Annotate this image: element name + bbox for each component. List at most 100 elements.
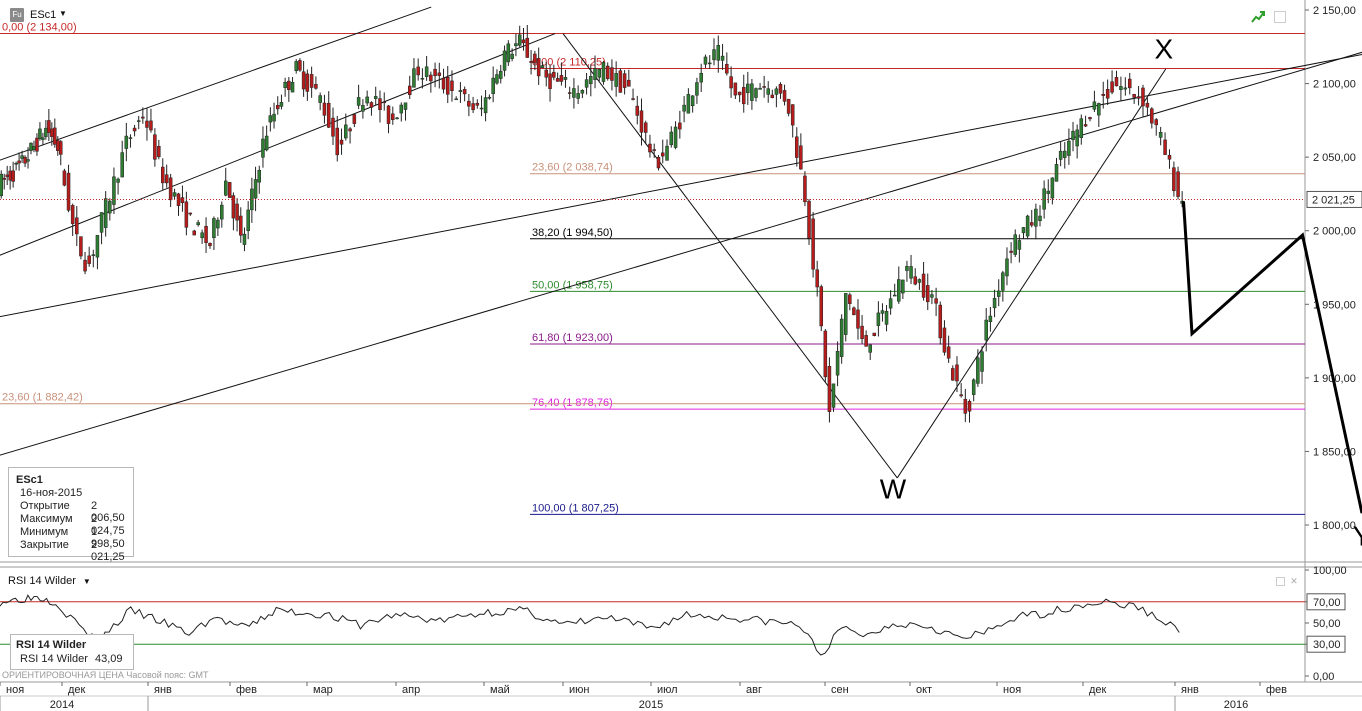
candle-body bbox=[373, 96, 378, 99]
candle-body bbox=[14, 162, 18, 165]
candle-body bbox=[614, 73, 618, 87]
candle-body bbox=[648, 143, 652, 153]
candle-body bbox=[216, 219, 220, 229]
candle-body bbox=[382, 101, 387, 104]
candle-body bbox=[32, 146, 36, 150]
candle-body bbox=[502, 50, 507, 71]
candle-body bbox=[136, 120, 141, 122]
candle-body bbox=[257, 169, 262, 183]
candle-body bbox=[391, 113, 395, 120]
candle-body bbox=[536, 58, 541, 77]
candle-body bbox=[754, 88, 758, 98]
fib-level-label: 100,00 (1 807,25) bbox=[532, 502, 619, 514]
candle-body bbox=[23, 156, 27, 164]
info-row-label: Минимум bbox=[20, 526, 69, 538]
candle-body bbox=[725, 63, 729, 74]
symbol-type-icon: Fu bbox=[10, 8, 24, 22]
candle-body bbox=[635, 105, 640, 116]
candle-body bbox=[437, 72, 442, 76]
candle-body bbox=[782, 90, 787, 102]
candle-body bbox=[795, 136, 799, 158]
candle-body bbox=[610, 67, 614, 81]
growth-icon[interactable] bbox=[1251, 10, 1265, 24]
candle-body bbox=[420, 77, 425, 80]
candle-body bbox=[716, 45, 721, 61]
candle-body bbox=[1105, 89, 1110, 99]
year-label: 2016 bbox=[1224, 699, 1248, 711]
rsi-panel-title[interactable]: RSI 14 Wilder ▼ bbox=[8, 575, 91, 587]
rsi-window-icon[interactable] bbox=[1276, 577, 1285, 586]
rsi-close-icon[interactable]: ✕ bbox=[1290, 576, 1298, 586]
candle-body bbox=[403, 102, 408, 110]
candle-body bbox=[682, 104, 686, 112]
candle-body bbox=[529, 61, 533, 63]
window-icon[interactable] bbox=[1274, 11, 1286, 23]
candle-body bbox=[188, 212, 193, 215]
candle-body bbox=[656, 157, 661, 169]
x-tick-label: июн bbox=[569, 684, 589, 696]
y-tick-label: 2 150,00 bbox=[1313, 5, 1356, 17]
y-tick-label: 2 000,00 bbox=[1313, 226, 1356, 238]
candle-body bbox=[678, 122, 682, 130]
candle-body bbox=[378, 98, 382, 110]
candle-body bbox=[399, 104, 404, 114]
candle-body bbox=[498, 70, 503, 79]
candle-body bbox=[811, 218, 815, 270]
candle-body bbox=[741, 87, 746, 105]
candle-body bbox=[1158, 132, 1163, 138]
candle-body bbox=[62, 170, 67, 186]
candle-body bbox=[872, 332, 877, 337]
candle-body bbox=[517, 34, 522, 46]
candle-body bbox=[533, 53, 537, 64]
y-tick-label: 1 850,00 bbox=[1313, 446, 1356, 458]
candle-body bbox=[1005, 258, 1009, 277]
candle-body bbox=[479, 107, 484, 110]
candle-body bbox=[580, 90, 585, 94]
candle-body bbox=[331, 117, 335, 137]
wave-label-y: Y bbox=[1353, 521, 1362, 552]
candle-body bbox=[56, 140, 60, 151]
candle-body bbox=[827, 366, 832, 412]
candle-body bbox=[627, 79, 631, 87]
candle-body bbox=[622, 73, 627, 88]
wave-label-w: W bbox=[880, 474, 907, 505]
candle-body bbox=[1145, 102, 1150, 108]
info-row-value: 2 021,25 bbox=[91, 539, 125, 563]
trendline bbox=[0, 33, 556, 256]
candle-body bbox=[17, 160, 21, 164]
candle-body bbox=[309, 74, 314, 88]
candle-body bbox=[1075, 129, 1079, 147]
candle-body bbox=[589, 76, 593, 85]
candle-body bbox=[848, 294, 852, 304]
candle-body bbox=[99, 212, 104, 233]
rsi-y-tick-label: 30,00 bbox=[1313, 639, 1341, 651]
candle-body bbox=[26, 159, 30, 162]
candle-body bbox=[204, 225, 208, 243]
candle-body bbox=[467, 100, 471, 107]
candle-body bbox=[279, 102, 284, 107]
candle-body bbox=[164, 174, 169, 184]
candle-body bbox=[1025, 215, 1030, 237]
symbol-dropdown-icon[interactable]: ▼ bbox=[59, 9, 67, 18]
candle-body bbox=[778, 84, 783, 94]
candle-body bbox=[475, 102, 480, 106]
y-tick-label: 1 950,00 bbox=[1313, 299, 1356, 311]
candle-body bbox=[1058, 150, 1063, 160]
candle-body bbox=[294, 61, 298, 72]
candle-body bbox=[559, 75, 564, 82]
rsi-title-label: RSI 14 Wilder bbox=[8, 575, 76, 587]
symbol-selector[interactable]: ESc1 bbox=[30, 9, 57, 21]
rsi-dropdown-icon[interactable]: ▼ bbox=[82, 577, 91, 586]
rsi-y-tick-label: 50,00 bbox=[1313, 618, 1341, 630]
candle-body bbox=[1132, 94, 1136, 98]
candle-body bbox=[1038, 215, 1042, 221]
candle-body bbox=[441, 77, 446, 90]
candle-body bbox=[525, 37, 530, 58]
candle-body bbox=[0, 173, 3, 197]
candle-body bbox=[1013, 234, 1017, 255]
candle-body bbox=[815, 269, 819, 288]
candle-body bbox=[807, 200, 811, 239]
candle-body bbox=[128, 137, 133, 139]
candle-body bbox=[552, 71, 556, 78]
candle-body bbox=[750, 83, 754, 101]
